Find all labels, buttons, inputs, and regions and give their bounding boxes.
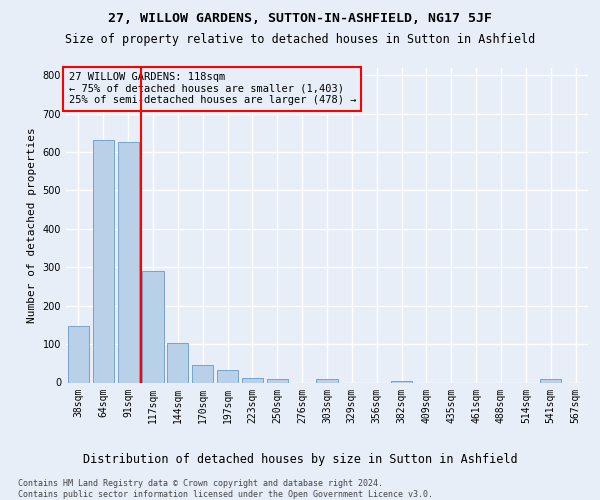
Bar: [118, 142, 139, 382]
Bar: [217, 370, 238, 382]
Text: Contains public sector information licensed under the Open Government Licence v3: Contains public sector information licen…: [18, 490, 433, 499]
Bar: [391, 380, 412, 382]
Text: Distribution of detached houses by size in Sutton in Ashfield: Distribution of detached houses by size …: [83, 452, 517, 466]
Bar: [68, 326, 89, 382]
Bar: [93, 140, 114, 382]
Bar: [316, 380, 338, 382]
Bar: [192, 365, 213, 382]
Text: Contains HM Land Registry data © Crown copyright and database right 2024.: Contains HM Land Registry data © Crown c…: [18, 479, 383, 488]
Bar: [142, 271, 164, 382]
Text: 27, WILLOW GARDENS, SUTTON-IN-ASHFIELD, NG17 5JF: 27, WILLOW GARDENS, SUTTON-IN-ASHFIELD, …: [108, 12, 492, 26]
Bar: [540, 380, 561, 382]
Y-axis label: Number of detached properties: Number of detached properties: [27, 127, 37, 323]
Bar: [167, 344, 188, 382]
Bar: [242, 378, 263, 382]
Bar: [267, 380, 288, 382]
Text: 27 WILLOW GARDENS: 118sqm
← 75% of detached houses are smaller (1,403)
25% of se: 27 WILLOW GARDENS: 118sqm ← 75% of detac…: [68, 72, 356, 106]
Text: Size of property relative to detached houses in Sutton in Ashfield: Size of property relative to detached ho…: [65, 32, 535, 46]
